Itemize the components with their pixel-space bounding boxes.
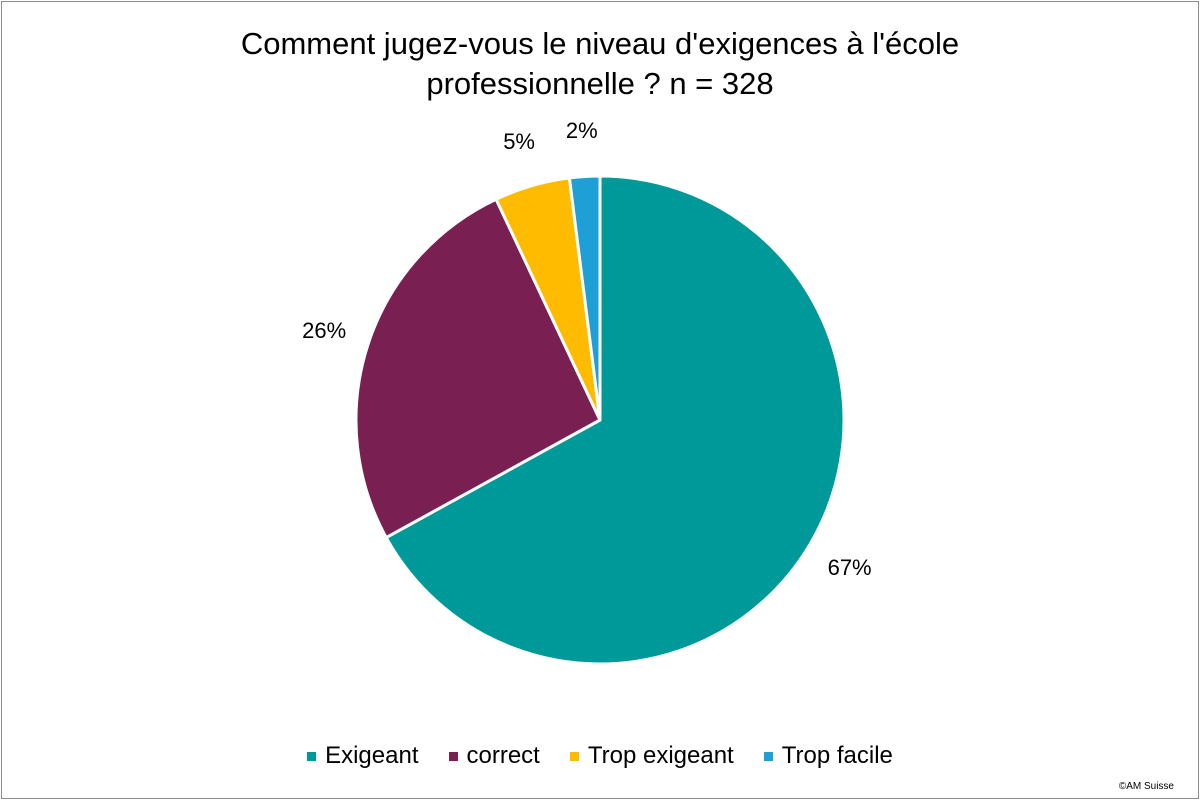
pie-slice-trop-facile: [567, 174, 602, 422]
legend-item-trop-exigeant: Trop exigeant: [569, 742, 734, 770]
legend-item-exigeant: Exigeant: [307, 742, 419, 770]
data-label-correct: 26%: [302, 318, 346, 343]
data-label-trop-exigeant: 5%: [503, 129, 535, 154]
pie-slice-exigeant: [384, 174, 846, 666]
legend-label-trop-exigeant: Trop exigeant: [587, 742, 734, 769]
legend-label-correct: correct: [466, 742, 540, 769]
pie-slice-correct: [354, 197, 602, 540]
legend-swatch-exigeant: [307, 751, 317, 761]
credit-text: ©AM Suisse: [1118, 781, 1174, 792]
data-label-exigeant: 67%: [828, 555, 872, 580]
legend-label-exigeant: Exigeant: [325, 742, 419, 769]
chart-title: Comment jugez-vous le niveau d'exigences…: [0, 24, 1200, 104]
legend-swatch-trop-exigeant: [569, 751, 579, 761]
legend: Exigeant correct Trop exigeant Trop facile: [0, 742, 1200, 770]
legend-label-trop-facile: Trop facile: [781, 742, 893, 769]
legend-swatch-trop-facile: [763, 751, 773, 761]
legend-item-trop-facile: Trop facile: [763, 742, 893, 770]
legend-swatch-correct: [448, 751, 458, 761]
chart-title-line-1: Comment jugez-vous le niveau d'exigences…: [240, 26, 960, 61]
legend-item-correct: correct: [448, 742, 540, 770]
data-label-trop-facile: 2%: [566, 118, 598, 143]
chart-title-line-2: professionnelle ? n = 328: [426, 66, 774, 101]
